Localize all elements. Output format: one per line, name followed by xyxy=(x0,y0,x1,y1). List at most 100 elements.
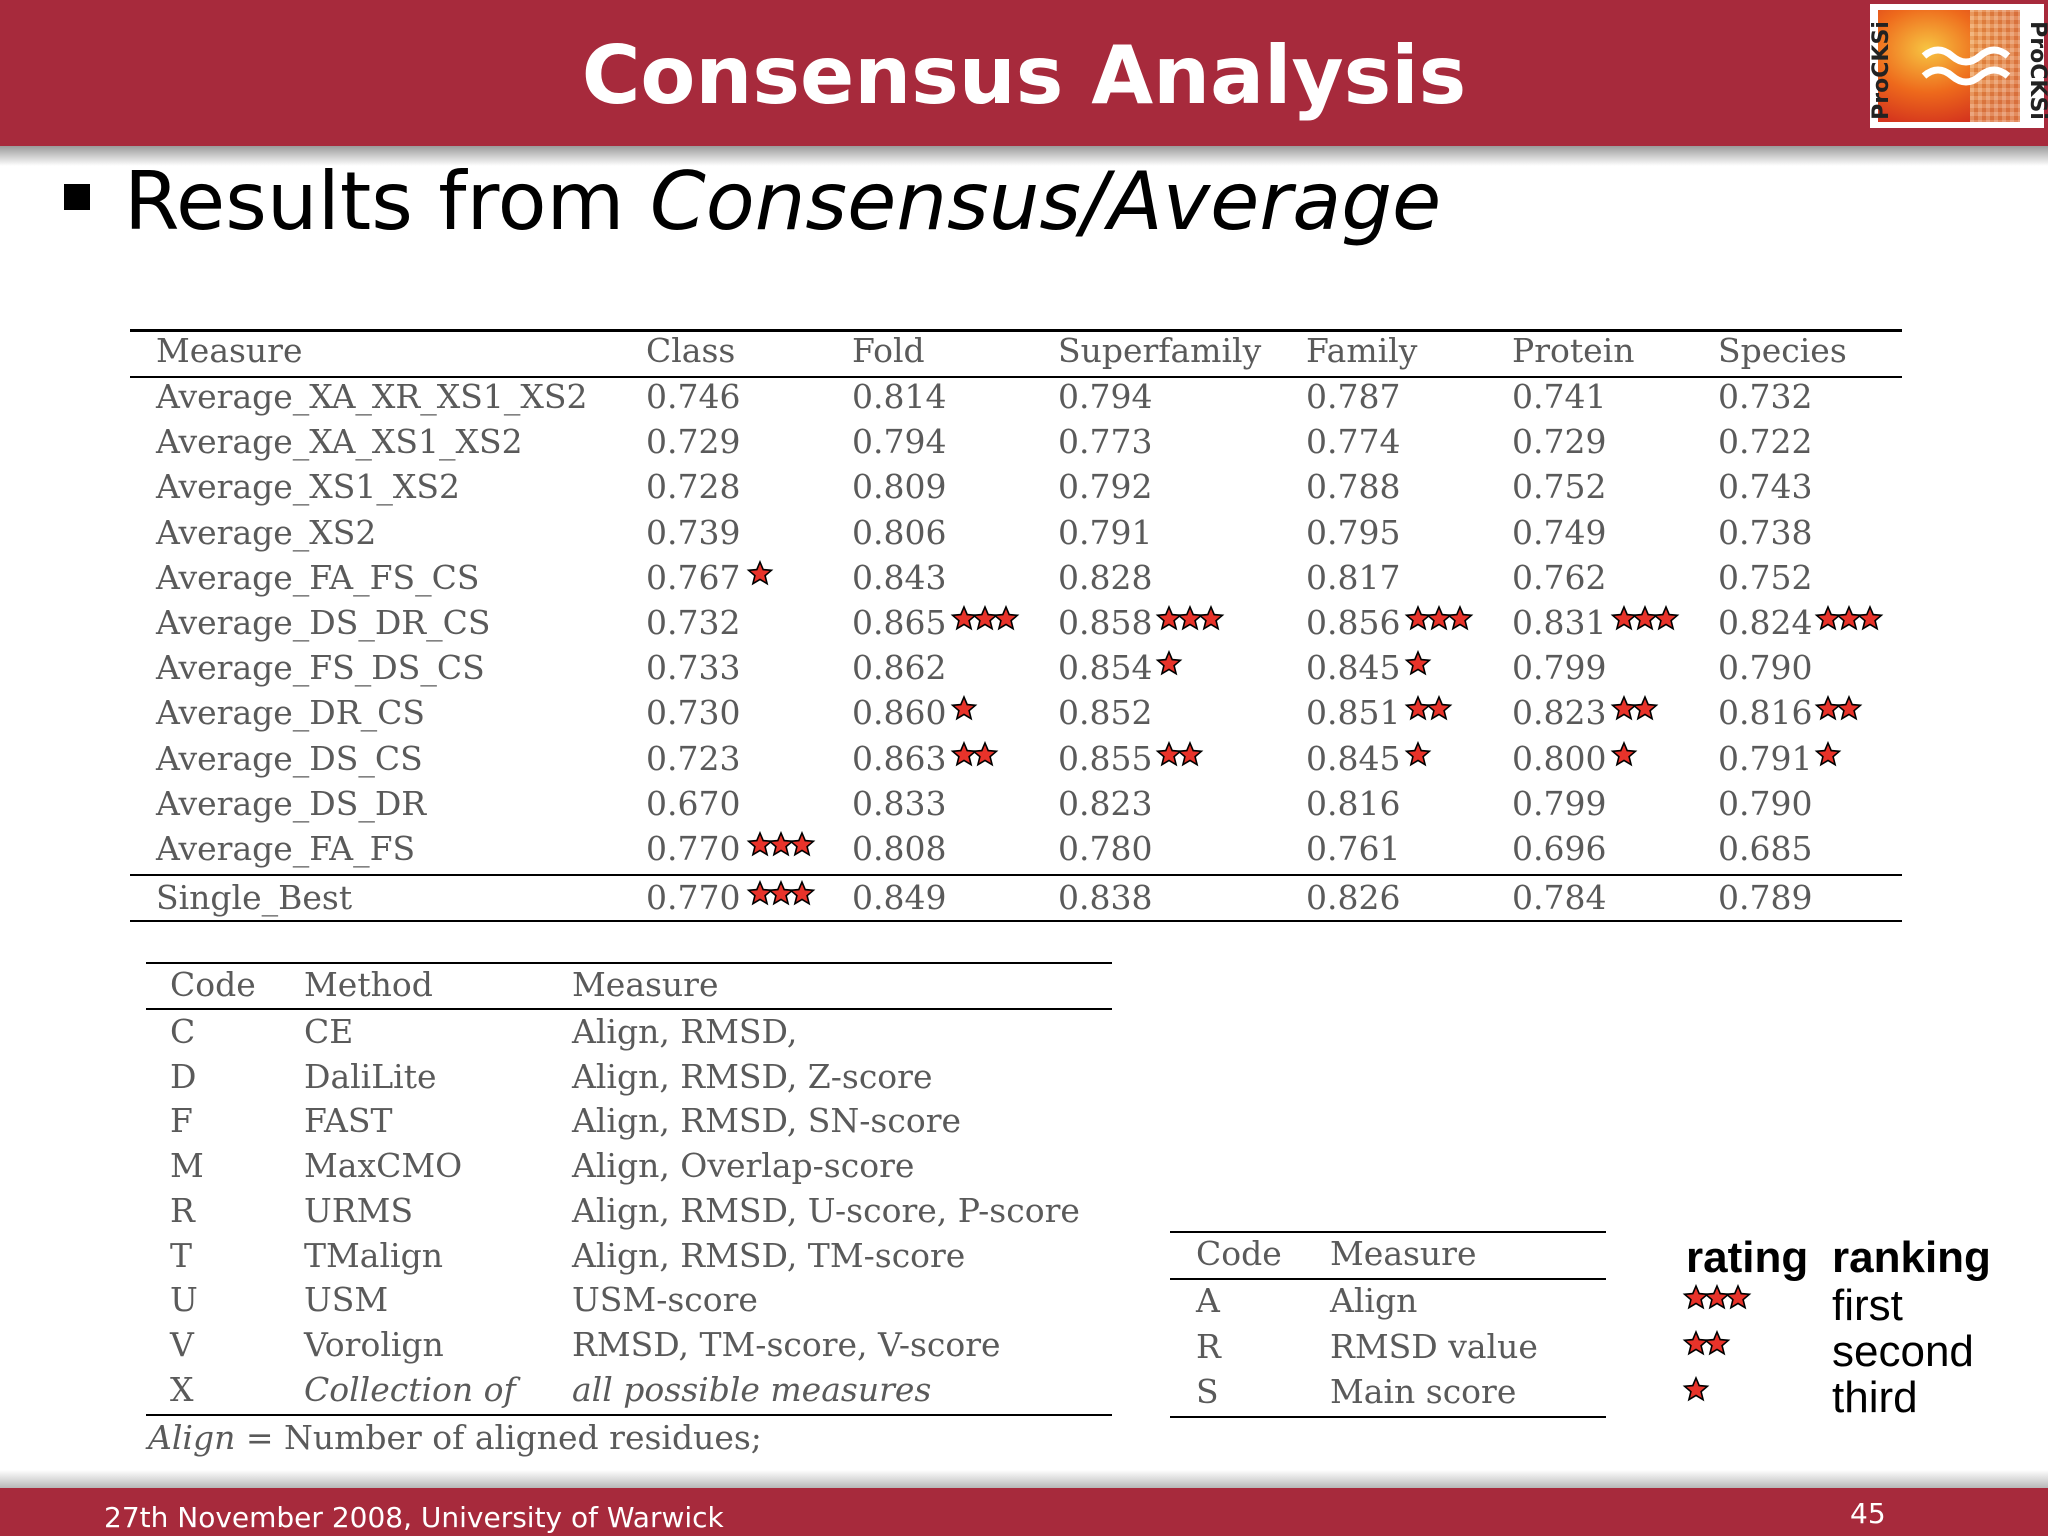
rating-stars xyxy=(1155,740,1204,773)
legend-rank-label: third xyxy=(1832,1373,1918,1422)
results-row-measure: Average_FA_FS_CS xyxy=(156,558,480,597)
results-summary-cell: 0.826 xyxy=(1306,878,1401,917)
results-cell: 0.817 xyxy=(1306,558,1401,597)
results-cell: 0.733 xyxy=(646,648,741,687)
results-row-measure: Average_XS2 xyxy=(156,513,377,552)
methods-footnote-definition: = Number of aligned residues; xyxy=(235,1418,762,1457)
results-cell: 0.746 xyxy=(646,377,741,416)
rating-stars xyxy=(746,559,774,592)
title-banner xyxy=(0,0,2048,146)
rating-stars xyxy=(1155,649,1183,682)
results-summary-rule xyxy=(130,874,1902,876)
rating-stars xyxy=(1814,694,1863,727)
results-summary-cell: 0.770 xyxy=(646,878,741,917)
bullet-text-plain: Results from xyxy=(124,155,650,248)
results-cell: 0.773 xyxy=(1058,422,1153,461)
rating-stars xyxy=(1404,740,1432,773)
logo-text-right: ProCKSi xyxy=(2024,21,2048,120)
results-cell: 0.762 xyxy=(1512,558,1607,597)
methods-code: M xyxy=(170,1146,204,1185)
results-summary-cell: 0.849 xyxy=(852,878,947,917)
results-top-rule xyxy=(130,329,1902,332)
results-cell: 0.685 xyxy=(1718,829,1813,868)
results-cell: 0.843 xyxy=(852,558,947,597)
results-cell: 0.814 xyxy=(852,377,947,416)
results-cell: 0.732 xyxy=(646,603,741,642)
methods-measure: Align, RMSD, SN-score xyxy=(572,1101,962,1140)
methods-measure: RMSD, TM-score, V-score xyxy=(572,1325,1001,1364)
results-cell: 0.808 xyxy=(852,829,947,868)
results-row-measure: Average_DR_CS xyxy=(156,693,425,732)
results-cell: 0.800 xyxy=(1512,739,1607,778)
methods-measure: USM-score xyxy=(572,1280,758,1319)
codes-measure: RMSD value xyxy=(1330,1327,1538,1366)
results-bottom-rule xyxy=(130,920,1902,922)
methods-code: D xyxy=(170,1057,197,1096)
results-header-6: Species xyxy=(1718,331,1847,370)
results-cell: 0.858 xyxy=(1058,603,1153,642)
codes-code: S xyxy=(1196,1372,1219,1411)
results-row-measure: Average_XA_XS1_XS2 xyxy=(156,422,523,461)
rating-stars xyxy=(1404,604,1474,637)
results-cell: 0.795 xyxy=(1306,513,1401,552)
rating-stars xyxy=(950,740,999,773)
footer-shadow xyxy=(0,1470,2048,1488)
methods-method: URMS xyxy=(304,1191,414,1230)
results-cell: 0.752 xyxy=(1718,558,1813,597)
procksi-logo: ProCKSi ProCKSi xyxy=(1868,4,2048,128)
results-row-measure: Average_FA_FS xyxy=(156,829,416,868)
methods-header-1: Method xyxy=(304,965,433,1004)
results-cell: 0.774 xyxy=(1306,422,1401,461)
methods-method: Vorolign xyxy=(304,1325,444,1364)
results-header-4: Family xyxy=(1306,331,1418,370)
results-cell: 0.860 xyxy=(852,693,947,732)
results-cell: 0.728 xyxy=(646,467,741,506)
logo-text-left: ProCKSi xyxy=(1868,21,1894,120)
results-cell: 0.828 xyxy=(1058,558,1153,597)
results-cell: 0.833 xyxy=(852,784,947,823)
results-summary-cell: 0.789 xyxy=(1718,878,1813,917)
results-cell: 0.851 xyxy=(1306,693,1401,732)
results-cell: 0.790 xyxy=(1718,648,1813,687)
results-header-0: Measure xyxy=(156,331,303,370)
results-cell: 0.845 xyxy=(1306,739,1401,778)
results-cell: 0.865 xyxy=(852,603,947,642)
rating-stars xyxy=(950,604,1020,637)
results-summary-cell: 0.838 xyxy=(1058,878,1153,917)
results-cell: 0.799 xyxy=(1512,784,1607,823)
legend-header-ranking: ranking xyxy=(1832,1233,1991,1282)
results-header-5: Protein xyxy=(1512,331,1635,370)
results-cell: 0.809 xyxy=(852,467,947,506)
results-cell: 0.816 xyxy=(1718,693,1813,732)
codes-measure: Main score xyxy=(1330,1372,1517,1411)
bullet-text-italic: Consensus/Average xyxy=(649,155,1442,248)
rating-stars xyxy=(746,879,816,912)
rating-stars xyxy=(1610,604,1680,637)
methods-method: DaliLite xyxy=(304,1057,437,1096)
results-cell: 0.855 xyxy=(1058,739,1153,778)
methods-code: U xyxy=(170,1280,198,1319)
results-row-measure: Average_DS_DR xyxy=(156,784,427,823)
rating-stars xyxy=(1814,604,1884,637)
results-summary-cell: 0.784 xyxy=(1512,878,1607,917)
rating-stars xyxy=(1610,694,1659,727)
results-cell: 0.831 xyxy=(1512,603,1607,642)
results-row-measure: Average_XA_XR_XS1_XS2 xyxy=(156,377,588,416)
codes-code: A xyxy=(1196,1281,1220,1320)
legend-rank-label: first xyxy=(1832,1281,1903,1330)
results-cell: 0.824 xyxy=(1718,603,1813,642)
results-cell: 0.741 xyxy=(1512,377,1607,416)
methods-code: T xyxy=(170,1236,193,1275)
results-cell: 0.696 xyxy=(1512,829,1607,868)
codes-code: R xyxy=(1196,1327,1221,1366)
methods-measure: all possible measures xyxy=(572,1370,932,1409)
codes-top-rule xyxy=(1170,1231,1606,1233)
results-row-measure: Average_FS_DS_CS xyxy=(156,648,485,687)
methods-method: Collection of xyxy=(304,1370,516,1409)
methods-header-rule xyxy=(146,1008,1112,1010)
methods-method: MaxCMO xyxy=(304,1146,463,1185)
methods-measure: Align, Overlap-score xyxy=(572,1146,915,1185)
results-cell: 0.794 xyxy=(1058,377,1153,416)
methods-measure: Align, RMSD, Z-score xyxy=(572,1057,933,1096)
results-cell: 0.729 xyxy=(646,422,741,461)
